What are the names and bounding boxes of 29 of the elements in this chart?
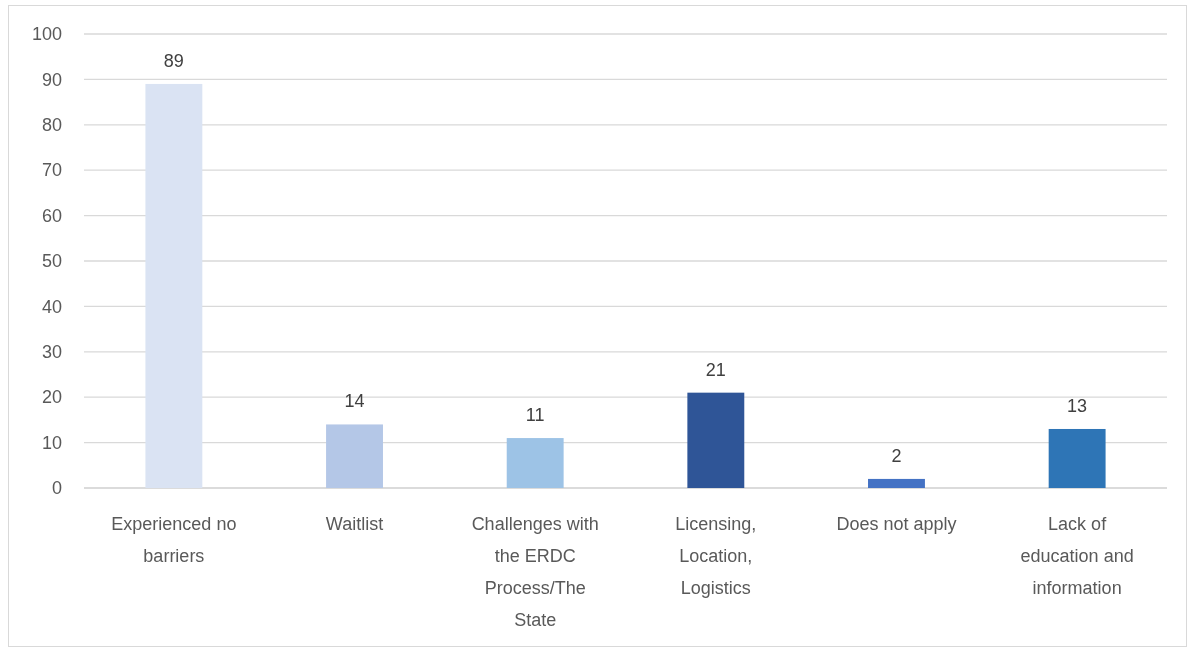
y-tick-label: 50	[41, 251, 62, 272]
x-tick-label: Waitlist	[325, 514, 384, 534]
y-tick-label: 60	[41, 205, 62, 226]
data-label: 89	[163, 50, 184, 71]
y-tick-label: 90	[41, 69, 62, 90]
data-label: 13	[1067, 395, 1088, 416]
data-label: 2	[891, 445, 902, 466]
x-tick-label: Licensing, Location, Logistics	[675, 514, 757, 599]
bar	[506, 438, 564, 488]
y-tick-label: 70	[41, 160, 62, 181]
data-label: 14	[344, 391, 365, 412]
x-tick-label: Experienced no barriers	[111, 514, 237, 567]
x-tick-label: Lack of education and information	[1020, 514, 1134, 599]
x-tick-label: Does not apply	[836, 514, 957, 534]
y-tick-label: 0	[51, 478, 62, 499]
y-tick-label: 30	[41, 342, 62, 363]
y-tick-label: 100	[31, 24, 62, 45]
y-tick-label: 10	[41, 432, 62, 453]
bar	[326, 424, 383, 488]
bar	[868, 478, 925, 488]
data-label: 21	[705, 359, 726, 380]
data-label: 11	[525, 405, 545, 426]
y-tick-label: 80	[41, 115, 62, 136]
bar	[687, 392, 745, 488]
y-tick-label: 20	[41, 387, 62, 408]
y-tick-label: 40	[41, 296, 62, 317]
x-tick-label: Challenges with the ERDC Process/The State	[471, 514, 599, 631]
bar	[145, 83, 203, 488]
bar	[1048, 428, 1106, 488]
